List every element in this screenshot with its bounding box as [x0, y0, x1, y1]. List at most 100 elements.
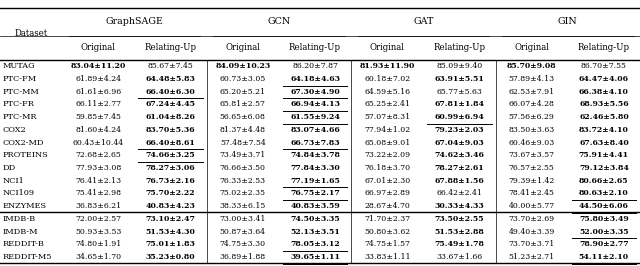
Text: 80.63±2.10: 80.63±2.10: [579, 189, 628, 197]
Text: 73.70±2.69: 73.70±2.69: [509, 215, 555, 223]
Text: 73.67±3.57: 73.67±3.57: [509, 151, 555, 159]
Text: 78.27±2.61: 78.27±2.61: [435, 164, 484, 172]
Text: 51.23±2.71: 51.23±2.71: [509, 253, 555, 261]
Text: 65.25±2.41: 65.25±2.41: [364, 100, 410, 108]
Text: 78.41±2.45: 78.41±2.45: [509, 189, 555, 197]
Text: 74.75±1.57: 74.75±1.57: [364, 240, 410, 248]
Text: 72.68±2.65: 72.68±2.65: [76, 151, 121, 159]
Text: 83.50±3.63: 83.50±3.63: [509, 126, 555, 134]
Text: 33.67±1.66: 33.67±1.66: [436, 253, 483, 261]
Text: 30.33±4.33: 30.33±4.33: [435, 202, 484, 210]
Text: 86.70±7.55: 86.70±7.55: [581, 62, 627, 70]
Text: REDDIT-M5: REDDIT-M5: [3, 253, 52, 261]
Text: Original: Original: [514, 43, 549, 52]
Text: 66.11±2.77: 66.11±2.77: [76, 100, 122, 108]
Text: 83.04±11.20: 83.04±11.20: [70, 62, 126, 70]
Text: 39.65±1.11: 39.65±1.11: [290, 253, 340, 261]
Text: 66.07±4.28: 66.07±4.28: [509, 100, 555, 108]
Text: 65.08±9.01: 65.08±9.01: [364, 139, 410, 147]
Text: Dataset: Dataset: [15, 30, 48, 38]
Text: 78.05±3.12: 78.05±3.12: [290, 240, 340, 248]
Text: Relating-Up: Relating-Up: [433, 43, 486, 52]
Text: 66.42±2.41: 66.42±2.41: [436, 189, 483, 197]
Text: 85.09±9.40: 85.09±9.40: [436, 62, 483, 70]
Text: 36.83±6.21: 36.83±6.21: [76, 202, 122, 210]
Text: 35.23±0.80: 35.23±0.80: [146, 253, 195, 261]
Text: PTC-FM: PTC-FM: [3, 75, 36, 83]
Text: 73.50±2.55: 73.50±2.55: [435, 215, 484, 223]
Text: ENZYMES: ENZYMES: [3, 202, 47, 210]
Text: 60.46±9.03: 60.46±9.03: [509, 139, 555, 147]
Text: 85.70±9.08: 85.70±9.08: [507, 62, 557, 70]
Text: 75.49±1.78: 75.49±1.78: [435, 240, 484, 248]
Text: 52.00±3.35: 52.00±3.35: [579, 227, 628, 236]
Text: 73.49±3.71: 73.49±3.71: [220, 151, 266, 159]
Text: DD: DD: [3, 164, 16, 172]
Text: GCN: GCN: [268, 18, 291, 26]
Text: IMDB-M: IMDB-M: [3, 227, 38, 236]
Text: 84.09±10.23: 84.09±10.23: [215, 62, 271, 70]
Text: 38.33±6.15: 38.33±6.15: [220, 202, 266, 210]
Text: 76.57±2.55: 76.57±2.55: [509, 164, 554, 172]
Text: 74.84±3.78: 74.84±3.78: [290, 151, 340, 159]
Text: 61.04±8.26: 61.04±8.26: [146, 113, 196, 121]
Text: 57.89±4.13: 57.89±4.13: [509, 75, 555, 83]
Text: 74.80±1.91: 74.80±1.91: [76, 240, 122, 248]
Text: Original: Original: [81, 43, 116, 52]
Text: 74.75±3.30: 74.75±3.30: [220, 240, 266, 248]
Text: 57.48±7.54: 57.48±7.54: [220, 139, 266, 147]
Text: 28.67±4.70: 28.67±4.70: [364, 202, 410, 210]
Text: 66.40±8.61: 66.40±8.61: [146, 139, 196, 147]
Text: 75.80±3.49: 75.80±3.49: [579, 215, 628, 223]
Text: 60.18±7.02: 60.18±7.02: [364, 75, 410, 83]
Text: 64.47±4.06: 64.47±4.06: [579, 75, 629, 83]
Text: 72.00±2.57: 72.00±2.57: [76, 215, 122, 223]
Text: 66.97±2.89: 66.97±2.89: [364, 189, 410, 197]
Text: 57.56±6.29: 57.56±6.29: [509, 113, 555, 121]
Text: 67.04±9.03: 67.04±9.03: [435, 139, 484, 147]
Text: 73.00±3.41: 73.00±3.41: [220, 215, 266, 223]
Text: 80.66±2.65: 80.66±2.65: [579, 177, 628, 185]
Text: 64.59±5.16: 64.59±5.16: [364, 88, 410, 96]
Text: 40.00±5.77: 40.00±5.77: [509, 202, 555, 210]
Text: 71.70±2.37: 71.70±2.37: [364, 215, 410, 223]
Text: 34.65±1.70: 34.65±1.70: [76, 253, 122, 261]
Text: 61.89±4.24: 61.89±4.24: [76, 75, 122, 83]
Text: 66.73±7.83: 66.73±7.83: [290, 139, 340, 147]
Text: PTC-FR: PTC-FR: [3, 100, 35, 108]
Text: 83.70±5.36: 83.70±5.36: [146, 126, 195, 134]
Text: MUTAG: MUTAG: [3, 62, 35, 70]
Text: 67.01±2.30: 67.01±2.30: [364, 177, 410, 185]
Text: 52.13±3.51: 52.13±3.51: [290, 227, 340, 236]
Text: GAT: GAT: [413, 18, 433, 26]
Text: 65.20±5.21: 65.20±5.21: [220, 88, 266, 96]
Text: 75.02±2.35: 75.02±2.35: [220, 189, 266, 197]
Text: NCI109: NCI109: [3, 189, 35, 197]
Text: 86.20±7.87: 86.20±7.87: [292, 62, 338, 70]
Text: 81.93±11.90: 81.93±11.90: [360, 62, 415, 70]
Text: Relating-Up: Relating-Up: [145, 43, 196, 52]
Text: GIN: GIN: [558, 18, 578, 26]
Text: 75.70±2.22: 75.70±2.22: [146, 189, 195, 197]
Text: 76.41±2.13: 76.41±2.13: [76, 177, 122, 185]
Text: 81.37±4.48: 81.37±4.48: [220, 126, 266, 134]
Text: Original: Original: [370, 43, 404, 52]
Text: 64.18±4.63: 64.18±4.63: [290, 75, 340, 83]
Text: 74.50±3.35: 74.50±3.35: [290, 215, 340, 223]
Text: 85.67±7.45: 85.67±7.45: [148, 62, 193, 70]
Text: 60.73±3.05: 60.73±3.05: [220, 75, 266, 83]
Text: 68.93±5.56: 68.93±5.56: [579, 100, 628, 108]
Text: 83.72±4.10: 83.72±4.10: [579, 126, 629, 134]
Text: 76.73±2.16: 76.73±2.16: [146, 177, 195, 185]
Text: REDDIT-B: REDDIT-B: [3, 240, 44, 248]
Text: GraphSAGE: GraphSAGE: [106, 18, 163, 26]
Text: 63.91±5.51: 63.91±5.51: [435, 75, 484, 83]
Text: 36.89±1.88: 36.89±1.88: [220, 253, 266, 261]
Text: 44.50±6.06: 44.50±6.06: [579, 202, 629, 210]
Text: COX2: COX2: [3, 126, 26, 134]
Text: 61.61±6.96: 61.61±6.96: [76, 88, 122, 96]
Text: Relating-Up: Relating-Up: [289, 43, 341, 52]
Text: NCI1: NCI1: [3, 177, 24, 185]
Text: 33.83±1.11: 33.83±1.11: [364, 253, 410, 261]
Text: 40.83±4.23: 40.83±4.23: [146, 202, 196, 210]
